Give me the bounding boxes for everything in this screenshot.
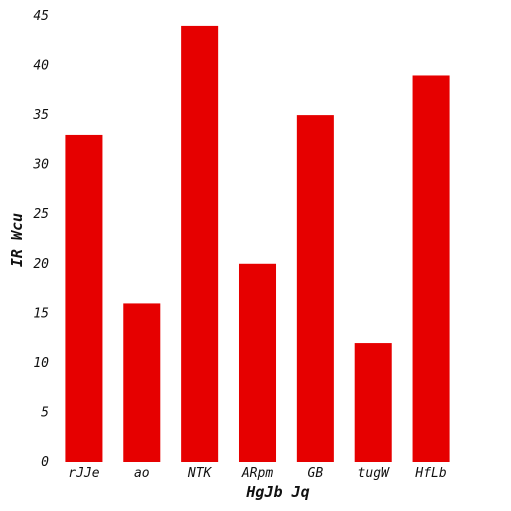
y-tick-label: 5 (41, 405, 49, 420)
x-axis-ticks: rJJe ao NTK ARpm GB tugW HfLb (68, 466, 447, 481)
y-tick-label: 40 (33, 59, 49, 74)
x-tick-label: tugW (358, 466, 390, 481)
bar-tugW (354, 343, 392, 462)
y-tick-label: 35 (32, 108, 49, 123)
x-tick-label: ao (134, 466, 150, 481)
bar-GB (296, 115, 334, 463)
x-axis-title: HgJb Jq (245, 483, 309, 501)
y-axis-ticks: 0 5 10 15 20 25 30 35 40 45 (32, 9, 49, 470)
y-tick-label: 20 (33, 257, 49, 272)
x-tick-label: ARpm (241, 466, 273, 481)
y-tick-label: 10 (33, 356, 49, 371)
x-tick-label: GB (308, 466, 324, 481)
bar-ARpm (238, 263, 277, 462)
bar-HfLb (412, 75, 450, 462)
y-tick-label: 45 (33, 9, 49, 24)
y-tick-label: 15 (33, 306, 49, 321)
y-tick-label: 30 (32, 158, 49, 173)
bar-NTK (181, 25, 219, 462)
x-tick-label: rJJe (68, 466, 99, 481)
x-tick-label: HfLb (414, 466, 446, 481)
x-tick-label: NTK (187, 466, 213, 481)
y-tick-label: 0 (41, 455, 49, 470)
bars (65, 25, 450, 463)
y-axis-title: IR Wcu (8, 213, 26, 267)
y-tick-label: 25 (33, 207, 49, 222)
bar-rJJe (65, 134, 103, 462)
bar-ao (123, 303, 161, 462)
plot-area: 0 5 10 15 20 25 30 35 40 45 rJJe ao NTK ARpm GB tugW Hf… (32, 9, 450, 481)
